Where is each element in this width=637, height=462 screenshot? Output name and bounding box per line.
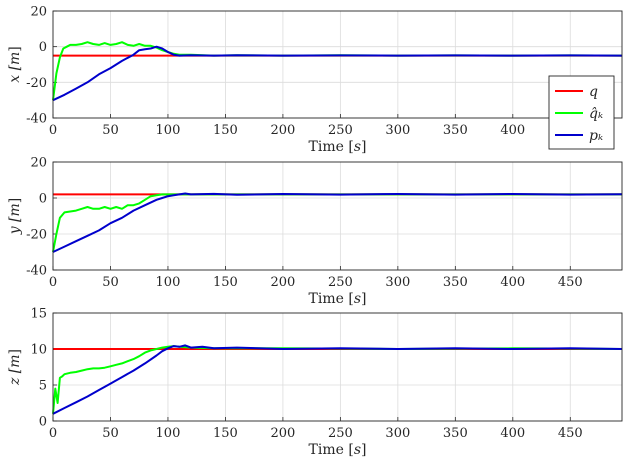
- subplot-3: 0 50 100 150 200 250 300 350 400 450 0 5 10 15 Time [s…: [7, 307, 623, 458]
- x-tick-label: 400: [500, 275, 525, 290]
- x-tick-label: 150: [213, 123, 238, 138]
- x-axis-label: Time [s]: [309, 291, 367, 307]
- y-tick-label: 0: [39, 40, 47, 55]
- x-tick-label: 350: [443, 275, 468, 290]
- plot-area: [53, 313, 622, 421]
- y-tick-label: 20: [30, 5, 47, 20]
- x-tick-label: 0: [49, 123, 57, 138]
- x-tick-label: 250: [328, 426, 353, 441]
- legend: q q̂ₖ pₖ: [548, 75, 615, 150]
- x-tick-label: 250: [328, 123, 353, 138]
- y-axis-label: y [m]: [7, 198, 23, 236]
- x-tick-label: 100: [156, 426, 181, 441]
- x-tick-label: 450: [558, 275, 583, 290]
- x-tick-label: 300: [385, 426, 410, 441]
- x-tick-label: 450: [558, 426, 583, 441]
- x-tick-label: 150: [213, 275, 238, 290]
- axes-box: [52, 312, 623, 422]
- x-axis-label: Time [s]: [309, 139, 367, 155]
- x-tick-label: 50: [102, 426, 119, 441]
- legend-label: q: [589, 84, 598, 100]
- y-tick-label: -20: [26, 228, 47, 243]
- axes-box: [52, 161, 623, 271]
- x-tick-label: 250: [328, 275, 353, 290]
- y-tick-label: -20: [26, 76, 47, 91]
- axes-box: [52, 10, 623, 119]
- x-tick-label: 400: [500, 426, 525, 441]
- legend-label: pₖ: [589, 128, 603, 144]
- x-tick-label: 150: [213, 426, 238, 441]
- y-tick-label: 5: [39, 379, 47, 394]
- x-tick-label: 100: [156, 275, 181, 290]
- x-tick-label: 300: [385, 123, 410, 138]
- x-tick-label: 300: [385, 275, 410, 290]
- y-tick-label: 10: [30, 343, 47, 358]
- y-axis-label: z [m]: [7, 349, 23, 386]
- series-line-p: [52, 192, 623, 253]
- subplot-2: 0 50 100 150 200 250 300 350 400 450 -40 -20 0 20 Time…: [7, 156, 623, 307]
- x-tick-label: 200: [270, 426, 295, 441]
- legend-label: q̂ₖ: [589, 106, 603, 122]
- series-line-p: [52, 344, 623, 415]
- y-tick-label: 0: [39, 415, 47, 430]
- x-tick-label: 200: [270, 123, 295, 138]
- x-tick-label: 350: [443, 426, 468, 441]
- y-axis-label: x [m]: [7, 46, 23, 83]
- plot-area: [53, 162, 622, 270]
- y-tick-label: -40: [26, 112, 47, 127]
- y-tick-label: 20: [30, 156, 47, 171]
- x-tick-label: 400: [500, 123, 525, 138]
- x-tick-label: 50: [102, 123, 119, 138]
- y-tick-label: 0: [39, 192, 47, 207]
- x-tick-label: 350: [443, 123, 468, 138]
- x-axis-label: Time [s]: [309, 442, 367, 458]
- x-tick-label: 0: [49, 426, 57, 441]
- x-tick-label: 100: [156, 123, 181, 138]
- y-tick-label: -40: [26, 264, 47, 279]
- subplot-1: 050100150200250300350400450-40-20020Time…: [7, 5, 623, 155]
- x-tick-label: 200: [270, 275, 295, 290]
- series-line-p: [52, 45, 623, 102]
- x-tick-label: 0: [49, 275, 57, 290]
- x-tick-label: 50: [102, 275, 119, 290]
- y-tick-label: 15: [30, 307, 47, 322]
- plot-area: [53, 11, 622, 118]
